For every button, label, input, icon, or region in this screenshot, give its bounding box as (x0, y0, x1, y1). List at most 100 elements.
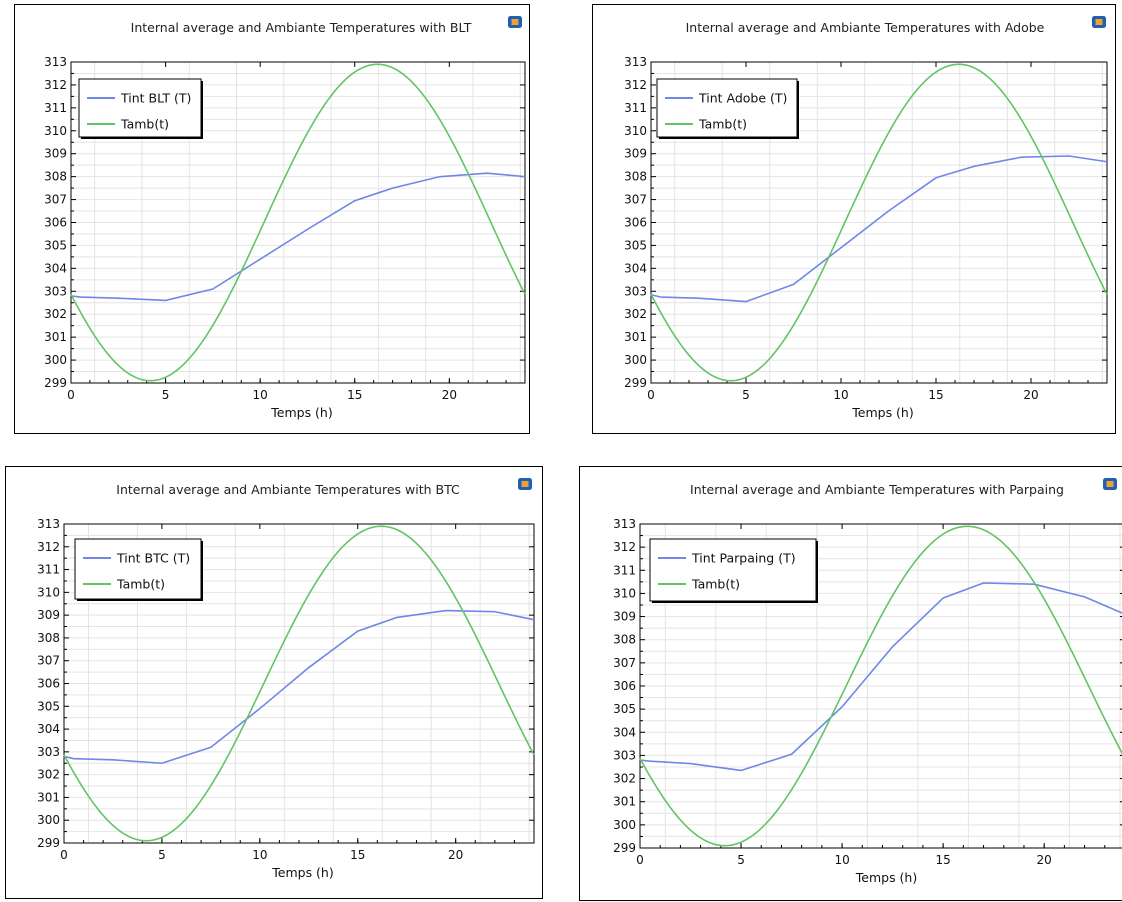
y-tick-label: 309 (613, 610, 636, 624)
y-tick-label: 312 (44, 78, 67, 92)
legend: Tint BLT (T) Tamb(t) (78, 78, 203, 139)
x-tick-label: 5 (158, 848, 166, 862)
y-tick-label: 300 (613, 818, 636, 832)
legend-label: Tamb(t) (120, 117, 169, 132)
y-tick-label: 302 (44, 307, 67, 321)
legend-label: Tamb(t) (698, 117, 747, 132)
x-tick-label: 20 (442, 388, 457, 402)
legend-label: Tamb(t) (691, 577, 740, 592)
y-tick-label: 311 (613, 563, 636, 577)
legend: Tint Parpaing (T) Tamb(t) (649, 538, 818, 603)
y-tick-label: 313 (37, 517, 60, 531)
x-tick-label: 5 (162, 388, 170, 402)
x-tick-label: 10 (833, 388, 848, 402)
y-tick-label: 307 (624, 193, 647, 207)
y-tick-label: 300 (44, 353, 67, 367)
legend-label: Tint BTC (T) (116, 551, 190, 566)
y-tick-label: 312 (37, 540, 60, 554)
chart-panel-parpaing: Internal average and Ambiante Temperatur… (579, 466, 1122, 901)
chart-svg: Internal average and Ambiante Temperatur… (624, 16, 1108, 420)
legend-label: Tint Parpaing (T) (691, 551, 796, 566)
y-tick-label: 312 (613, 540, 636, 554)
y-tick-label: 309 (37, 608, 60, 622)
x-tick-label: 20 (448, 848, 463, 862)
y-tick-label: 301 (37, 790, 60, 804)
legend: Tint BTC (T) Tamb(t) (74, 538, 203, 601)
x-tick-label: 15 (935, 853, 950, 867)
y-tick-label: 306 (613, 679, 636, 693)
y-tick-label: 310 (37, 585, 60, 599)
x-axis-label: Temps (h) (270, 405, 332, 420)
series-line-tamb (639, 525, 1122, 847)
y-tick-label: 307 (613, 656, 636, 670)
y-tick-label: 311 (44, 101, 67, 115)
x-axis-label: Temps (h) (851, 405, 913, 420)
series-line-tamb (650, 63, 1108, 382)
y-tick-label: 308 (44, 170, 67, 184)
chart-panel-blt: Internal average and Ambiante Temperatur… (14, 4, 530, 434)
y-tick-label: 309 (44, 147, 67, 161)
y-tick-label: 303 (624, 284, 647, 298)
y-tick-label: 310 (613, 586, 636, 600)
y-tick-label: 299 (37, 836, 60, 850)
legend-box (656, 78, 798, 138)
y-tick-label: 305 (44, 238, 67, 252)
y-tick-label: 299 (624, 376, 647, 390)
chart-panel-btc: Internal average and Ambiante Temperatur… (5, 466, 543, 899)
x-tick-label: 5 (737, 853, 745, 867)
y-tick-label: 306 (624, 216, 647, 230)
y-tick-label: 308 (624, 170, 647, 184)
y-tick-label: 307 (37, 654, 60, 668)
app-logo-icon-inner (521, 481, 529, 487)
x-tick-label: 20 (1037, 853, 1052, 867)
y-tick-label: 311 (624, 101, 647, 115)
y-tick-label: 303 (37, 745, 60, 759)
series-line-tint (63, 609, 535, 765)
series-line-tamb (70, 63, 526, 382)
x-tick-label: 0 (636, 853, 644, 867)
y-tick-label: 302 (37, 768, 60, 782)
y-tick-label: 305 (37, 699, 60, 713)
y-tick-label: 308 (613, 633, 636, 647)
x-tick-label: 20 (1023, 388, 1038, 402)
series-line-tint (70, 172, 526, 302)
chart-title: Internal average and Ambiante Temperatur… (131, 20, 472, 35)
y-tick-label: 300 (624, 353, 647, 367)
y-tick-label: 309 (624, 147, 647, 161)
app-logo-icon-inner (511, 19, 519, 25)
x-axis-label: Temps (h) (271, 865, 333, 880)
y-tick-label: 306 (44, 216, 67, 230)
y-tick-label: 308 (37, 631, 60, 645)
y-tick-label: 312 (624, 78, 647, 92)
y-tick-label: 305 (624, 238, 647, 252)
x-tick-label: 5 (742, 388, 750, 402)
x-tick-label: 15 (928, 388, 943, 402)
x-tick-label: 10 (252, 848, 267, 862)
y-tick-label: 301 (624, 330, 647, 344)
y-tick-label: 299 (44, 376, 67, 390)
legend-label: Tint BLT (T) (120, 91, 191, 106)
chart-panel-adobe: Internal average and Ambiante Temperatur… (592, 4, 1116, 434)
y-tick-label: 313 (624, 55, 647, 69)
y-tick-label: 299 (613, 841, 636, 855)
legend-box (649, 538, 817, 602)
legend-label: Tamb(t) (116, 577, 165, 592)
chart-svg: Internal average and Ambiante Temperatur… (37, 478, 535, 880)
y-tick-label: 303 (44, 284, 67, 298)
chart-title: Internal average and Ambiante Temperatur… (686, 20, 1045, 35)
x-tick-label: 15 (347, 388, 362, 402)
y-tick-label: 311 (37, 563, 60, 577)
y-tick-label: 304 (37, 722, 60, 736)
x-tick-label: 10 (834, 853, 849, 867)
y-tick-label: 304 (613, 725, 636, 739)
y-tick-label: 310 (44, 124, 67, 138)
y-tick-label: 301 (44, 330, 67, 344)
y-tick-label: 303 (613, 748, 636, 762)
x-tick-label: 15 (350, 848, 365, 862)
y-tick-label: 313 (613, 517, 636, 531)
legend-box (74, 538, 202, 600)
y-tick-label: 302 (624, 307, 647, 321)
series-line-tint (650, 155, 1108, 303)
x-tick-label: 0 (67, 388, 75, 402)
chart-svg: Internal average and Ambiante Temperatur… (613, 478, 1122, 885)
